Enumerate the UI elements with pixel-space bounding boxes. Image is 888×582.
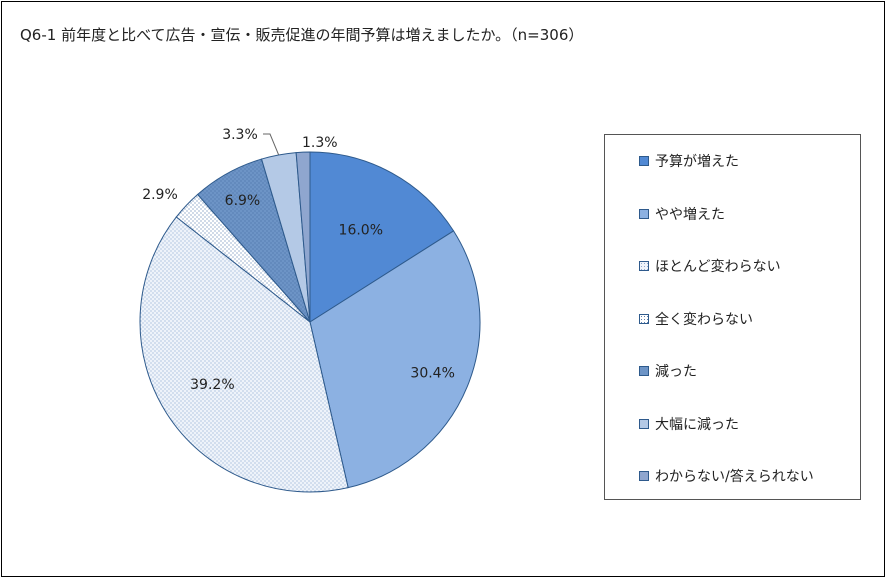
- legend-label: 減った: [655, 364, 697, 380]
- data-label-6: 3.3%: [222, 127, 258, 143]
- legend-label: ほとんど変わらない: [655, 259, 781, 275]
- legend-swatch: [639, 418, 649, 429]
- legend-swatch: [639, 208, 649, 219]
- legend-item-1: 予算が増えた: [639, 152, 739, 170]
- leader-line-6: [263, 133, 280, 156]
- legend-swatch: [639, 366, 649, 376]
- legend-item-7: わからない/答えられない: [639, 467, 814, 485]
- legend-swatch: [639, 471, 649, 481]
- data-label-4: 2.9%: [142, 187, 178, 203]
- legend-item-3: ほとんど変わらない: [639, 257, 781, 275]
- pie-slice-1: [309, 151, 455, 323]
- legend-label: 大幅に減った: [655, 416, 739, 433]
- data-label-1: 16.0%: [339, 223, 383, 239]
- legend-label: わからない/答えられない: [655, 469, 814, 485]
- legend-item-5: 減った: [639, 362, 697, 380]
- data-label-5: 6.9%: [225, 193, 261, 209]
- pie-slice-2: [309, 230, 481, 489]
- legend-label: やや増えた: [655, 206, 725, 223]
- legend-label: 全く変わらない: [655, 311, 753, 328]
- data-label-7: 1.3%: [302, 135, 338, 151]
- legend-swatch: [639, 261, 649, 271]
- chart-title: Q6-1 前年度と比べて広告・宣伝・販売促進の年間予算は増えましたか。（n=30…: [20, 26, 584, 44]
- chart-legend: 予算が増えた やや増えたほとんど変わらない 全く変わらない 減った大幅に減ったわからな…: [604, 134, 861, 500]
- pie-slice-3: [139, 216, 349, 493]
- legend-item-6: 大幅に減った: [639, 415, 739, 433]
- legend-item-2: やや増えた: [639, 205, 725, 223]
- pie-slice-7: [295, 151, 311, 323]
- data-label-3: 39.2%: [190, 377, 234, 393]
- data-label-2: 30.4%: [410, 365, 454, 381]
- legend-label: 予算が増えた: [655, 154, 739, 170]
- legend-item-4: 全く変わらない: [639, 310, 753, 328]
- legend-swatch: [639, 313, 649, 324]
- legend-swatch: [639, 156, 649, 166]
